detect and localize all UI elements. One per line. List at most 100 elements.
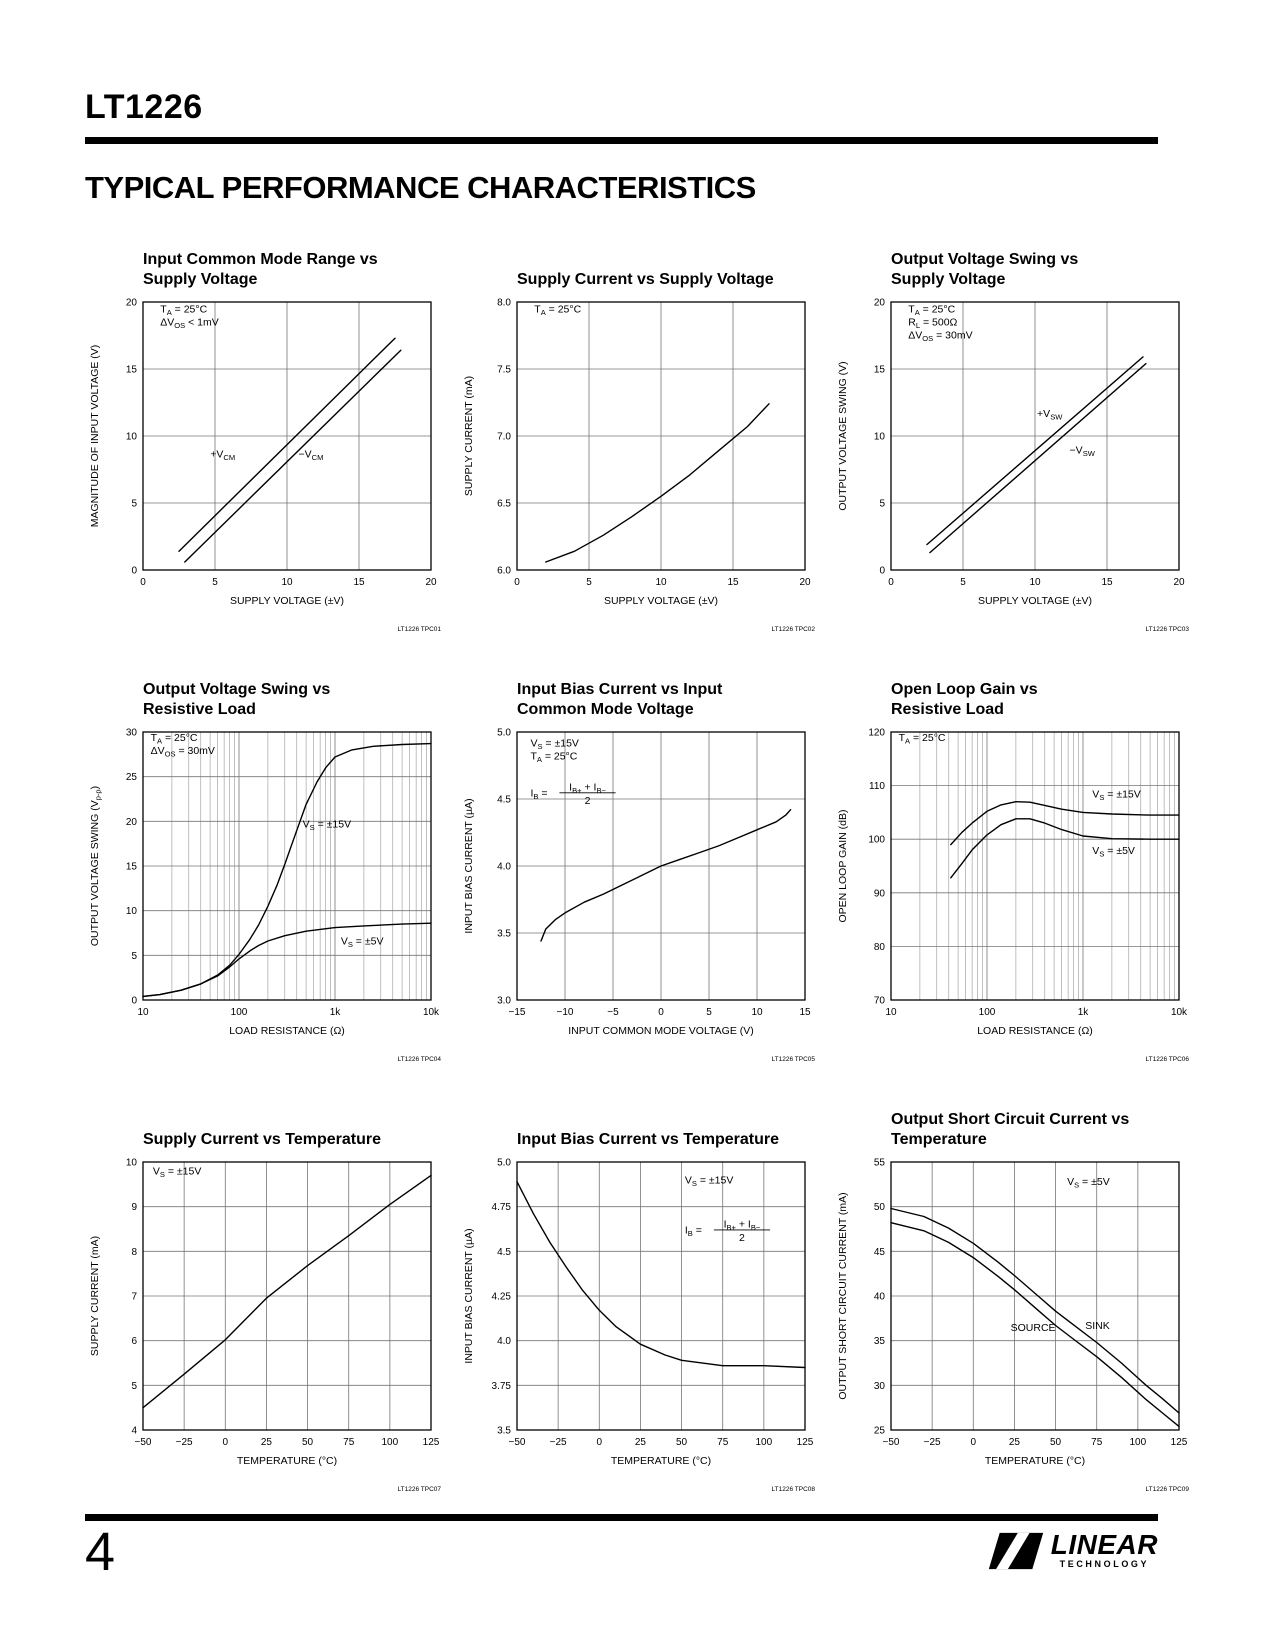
x-axis-label: LOAD RESISTANCE (Ω) (977, 1025, 1093, 1037)
series-line (516, 1181, 806, 1369)
y-axis-label: OUTPUT VOLTAGE SWING (Vp-p) (89, 786, 103, 946)
x-axis-label: SUPPLY VOLTAGE (±V) (978, 595, 1092, 607)
annotation: IB = (685, 1224, 702, 1238)
svg-text:90: 90 (874, 888, 886, 899)
svg-text:5: 5 (131, 1381, 137, 1392)
charts-grid: Input Common Mode Range vs Supply Voltage… (85, 244, 1205, 1494)
series-line (950, 818, 1180, 879)
svg-text:30: 30 (874, 1381, 886, 1392)
chart-title: Open Loop Gain vs Resistive Load (891, 681, 1038, 718)
chart-canvas: 10 100 1k 10k 0 5 10 15 20 25 30 LOAD RESISTANCE (Ω… (89, 728, 441, 1064)
svg-text:25: 25 (635, 1437, 647, 1448)
series-line (950, 800, 1180, 846)
svg-text:50: 50 (874, 1202, 886, 1213)
svg-text:3.5: 3.5 (497, 1426, 511, 1437)
footer-rule (85, 1514, 1158, 1521)
grid (517, 302, 805, 570)
annotation: VS = ±15V (685, 1174, 733, 1188)
axes: −50 −25 0 25 50 75 100 125 3.5 3.75 4.0 4.25 4.5 4.75… (463, 1158, 815, 1494)
annotation: −VCM (299, 448, 324, 462)
svg-text:5: 5 (586, 577, 592, 588)
y-axis-label: MAGNITUDE OF INPUT VOLTAGE (V) (89, 345, 101, 528)
svg-text:50: 50 (302, 1437, 314, 1448)
svg-text:15: 15 (353, 577, 365, 588)
chart-tpc05: Input Bias Current vs Input Common Mode V… (459, 674, 819, 1064)
svg-text:6: 6 (131, 1336, 137, 1347)
svg-text:−10: −10 (557, 1007, 574, 1018)
svg-text:25: 25 (261, 1437, 273, 1448)
svg-text:110: 110 (869, 781, 885, 792)
chart-canvas: 0 5 10 15 20 6.0 6.5 7.0 7.5 8.0 SUPPLY VOLTAGE (±… (463, 298, 816, 634)
x-axis-label: TEMPERATURE (°C) (985, 1455, 1085, 1467)
chart-title: Input Bias Current vs Input Common Mode V… (517, 681, 723, 718)
y-axis-label: INPUT BIAS CURRENT (µA) (463, 798, 475, 933)
svg-text:70: 70 (874, 996, 886, 1007)
chart-tpc06: Open Loop Gain vs Resistive Load 10 100 1k 10… (833, 674, 1193, 1064)
svg-text:5: 5 (706, 1007, 712, 1018)
series-line (545, 403, 770, 563)
annotation: VS = ±15V (153, 1166, 201, 1180)
svg-text:75: 75 (343, 1437, 355, 1448)
series (178, 337, 402, 563)
svg-text:20: 20 (799, 577, 811, 588)
annotation: VS = ±5V (1092, 845, 1135, 859)
svg-text:3.75: 3.75 (492, 1381, 512, 1392)
svg-text:10: 10 (137, 1007, 149, 1018)
svg-text:−25: −25 (924, 1437, 941, 1448)
series (890, 1207, 1180, 1428)
chart-tpc09: Output Short Circuit Current vs Temperatu… (833, 1104, 1193, 1494)
lt-logo-icon (988, 1532, 1043, 1570)
x-axis-label: TEMPERATURE (°C) (611, 1455, 711, 1467)
svg-text:10: 10 (874, 432, 886, 443)
logo-text: LINEAR TECHNOLOGY (1051, 1531, 1158, 1570)
figure-code: LT1226 TPC03 (1146, 626, 1190, 633)
chart-canvas: −50 −25 0 25 50 75 100 125 3.5 3.75 4.0 4.25 4.5 4.75… (463, 1158, 815, 1494)
annotation: TA = 25°C (908, 304, 955, 318)
figure-code: LT1226 TPC02 (772, 626, 816, 633)
svg-text:0: 0 (131, 566, 137, 577)
svg-text:5: 5 (960, 577, 966, 588)
svg-text:25: 25 (126, 772, 138, 783)
svg-text:80: 80 (874, 942, 886, 953)
svg-text:40: 40 (874, 1292, 886, 1303)
svg-text:4.0: 4.0 (497, 862, 511, 873)
svg-text:100: 100 (868, 835, 885, 846)
svg-text:5: 5 (131, 951, 137, 962)
svg-text:10: 10 (281, 577, 293, 588)
svg-text:20: 20 (126, 298, 138, 309)
chart-canvas: −15 −10 −5 0 5 10 15 3.0 3.5 4.0 4.5 5.0 INPUT COMMO… (463, 728, 815, 1064)
svg-text:0: 0 (971, 1437, 977, 1448)
svg-text:15: 15 (1101, 577, 1113, 588)
section-title: TYPICAL PERFORMANCE CHARACTERISTICS (85, 170, 756, 205)
svg-text:5.0: 5.0 (497, 1158, 511, 1169)
svg-text:20: 20 (1173, 577, 1185, 588)
axes: 0 5 10 15 20 0 5 10 15 20 SUPPLY VOLTAGE (±V) OUTPU… (837, 298, 1189, 634)
svg-text:50: 50 (676, 1437, 688, 1448)
annotation: +VSW (1037, 408, 1063, 422)
axes: −50 −25 0 25 50 75 100 125 4 5 6 7 8 9 10 TEMPERATURE (… (89, 1158, 441, 1494)
grid (891, 732, 1179, 1000)
annotation: IB = (530, 787, 547, 801)
svg-text:4.25: 4.25 (492, 1292, 512, 1303)
annotation: TA = 25°C (530, 751, 577, 765)
annotation: RL = 500Ω (908, 317, 957, 331)
series-line (142, 742, 432, 998)
chart-tpc04: Output Voltage Swing vs Resistive Load 10 1… (85, 674, 445, 1064)
svg-text:8: 8 (131, 1247, 137, 1258)
chart-title: Supply Current vs Supply Voltage (517, 271, 774, 288)
annotations: VS = ±15V (153, 1166, 201, 1180)
annotations: VS = ±15V IB = IB+ + IB−2 (685, 1174, 771, 1244)
svg-text:6.0: 6.0 (497, 566, 511, 577)
svg-text:0: 0 (131, 996, 137, 1007)
svg-text:15: 15 (126, 862, 138, 873)
annotation: VS = ±5V (341, 936, 384, 950)
chart-canvas: −50 −25 0 25 50 75 100 125 25 30 35 40 45 50 55 TEMPERA… (837, 1158, 1189, 1494)
svg-text:0: 0 (888, 577, 894, 588)
svg-text:0: 0 (223, 1437, 229, 1448)
svg-text:4.5: 4.5 (497, 795, 511, 806)
svg-text:10: 10 (655, 577, 667, 588)
svg-text:7.0: 7.0 (497, 432, 511, 443)
svg-text:0: 0 (140, 577, 146, 588)
svg-text:2: 2 (585, 795, 591, 807)
